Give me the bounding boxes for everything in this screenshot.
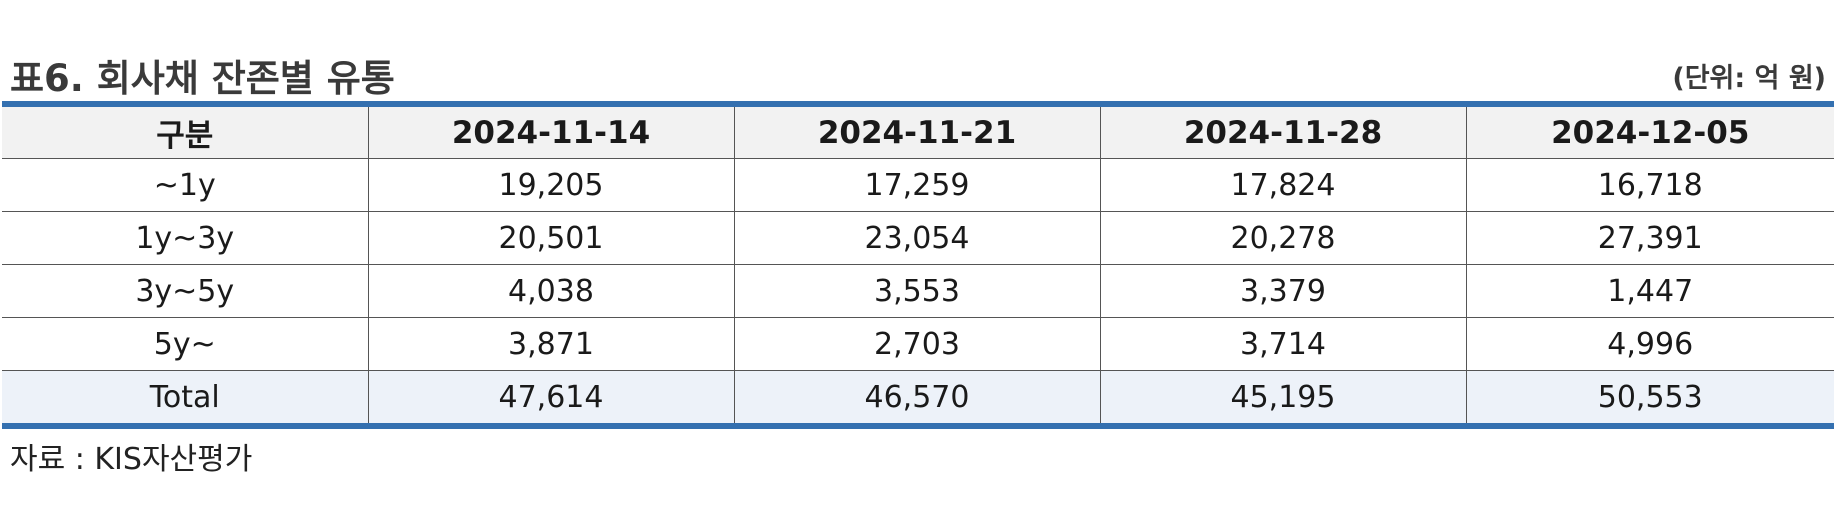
table-cell: 46,570: [733, 370, 1100, 423]
table-row: 3y~5y 4,038 3,553 3,379 1,447: [2, 264, 1834, 318]
data-table-container: 구분 2024-11-14 2024-11-21 2024-11-28 2024…: [2, 101, 1834, 429]
table-cell: 3,871: [367, 317, 734, 371]
table-row: 5y~ 3,871 2,703 3,714 4,996: [2, 317, 1834, 371]
header-date-3: 2024-11-28: [1099, 107, 1466, 159]
table-cell: 20,278: [1099, 211, 1466, 265]
header-date-1: 2024-11-14: [367, 107, 734, 159]
table-cell: 1,447: [1465, 264, 1834, 318]
corporate-bond-table: 구분 2024-11-14 2024-11-21 2024-11-28 2024…: [2, 107, 1834, 423]
table-cell: 4,038: [367, 264, 734, 318]
table-row: 1y~3y 20,501 23,054 20,278 27,391: [2, 211, 1834, 265]
header-date-2: 2024-11-21: [733, 107, 1100, 159]
row-label: 1y~3y: [2, 211, 368, 265]
table-cell: 17,259: [733, 158, 1100, 212]
header-date-4: 2024-12-05: [1465, 107, 1834, 159]
header-category: 구분: [2, 107, 368, 159]
table-cell: 2,703: [733, 317, 1100, 371]
table-cell: 3,553: [733, 264, 1100, 318]
table-cell: 16,718: [1465, 158, 1834, 212]
table-cell: 4,996: [1465, 317, 1834, 371]
row-label: Total: [2, 370, 368, 423]
table-cell: 50,553: [1465, 370, 1834, 423]
table-cell: 20,501: [367, 211, 734, 265]
table-cell: 23,054: [733, 211, 1100, 265]
unit-label: (단위: 억 원): [1672, 63, 1826, 94]
table-cell: 17,824: [1099, 158, 1466, 212]
table-cell: 27,391: [1465, 211, 1834, 265]
table-row: ~1y 19,205 17,259 17,824 16,718: [2, 158, 1834, 212]
table-cell: 45,195: [1099, 370, 1466, 423]
table-title: 표6. 회사채 잔존별 유통: [10, 57, 395, 100]
table-cell: 47,614: [367, 370, 734, 423]
table-cell: 19,205: [367, 158, 734, 212]
source-note: 자료 : KIS자산평가: [10, 442, 253, 477]
total-row: Total 47,614 46,570 45,195 50,553: [2, 370, 1834, 423]
table-cell: 3,379: [1099, 264, 1466, 318]
row-label: 3y~5y: [2, 264, 368, 318]
row-label: ~1y: [2, 158, 368, 212]
header-row: 구분 2024-11-14 2024-11-21 2024-11-28 2024…: [2, 107, 1834, 159]
table-cell: 3,714: [1099, 317, 1466, 371]
row-label: 5y~: [2, 317, 368, 371]
